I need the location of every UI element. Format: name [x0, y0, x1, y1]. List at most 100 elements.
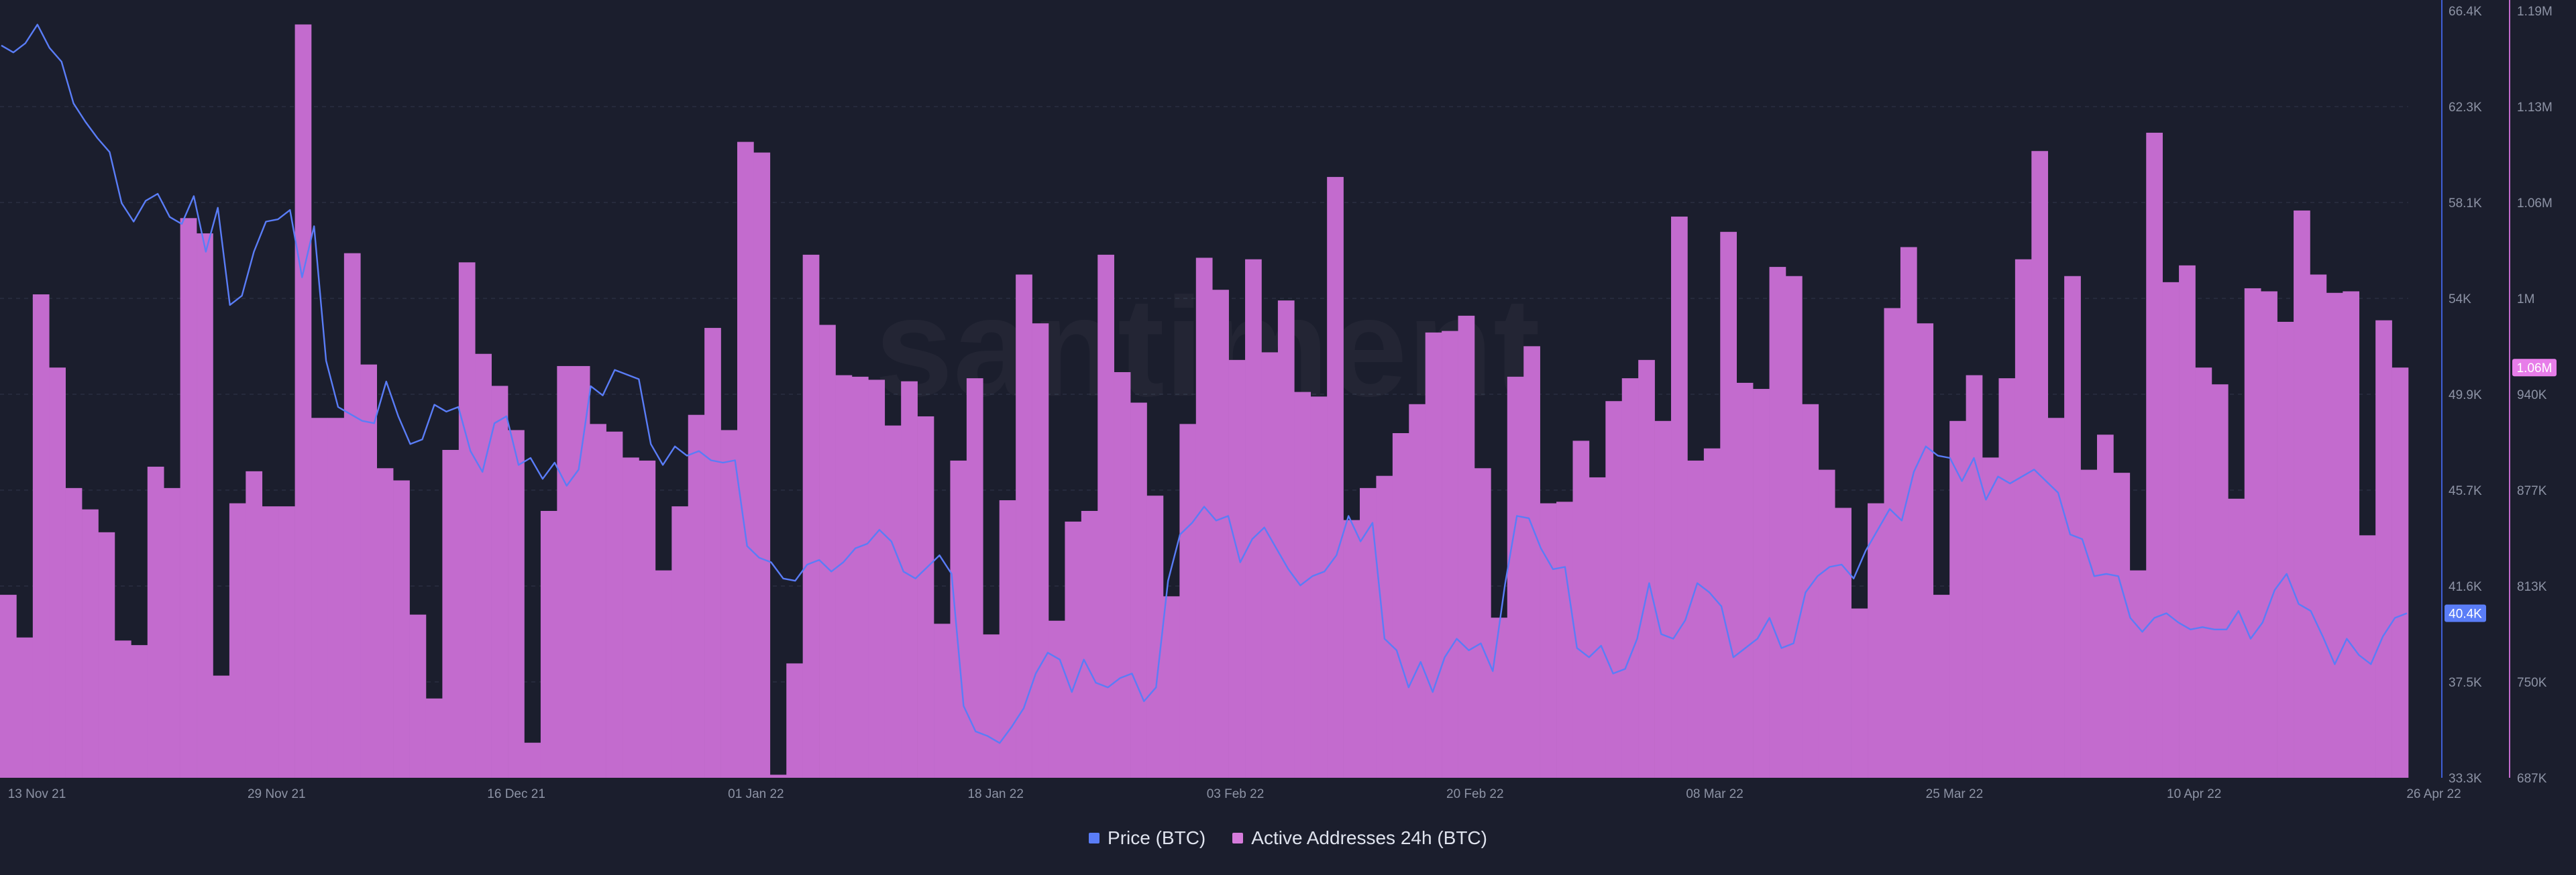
- price-tick-label: 33.3K: [2449, 772, 2482, 786]
- active-addresses-bar: [1065, 521, 1082, 778]
- active-addresses-bar: [1818, 469, 1835, 778]
- active-addresses-bar: [950, 460, 967, 778]
- active-addresses-bar: [819, 325, 836, 778]
- active-addresses-bar: [1130, 402, 1147, 778]
- addresses-axis-ticks: 1.19M 1.13M 1.06M 1M 940K 877K 813K 750K 687K: [2517, 5, 2553, 786]
- active-addresses-bar: [0, 595, 17, 778]
- x-tick-label: 10 Apr 22: [2167, 787, 2221, 801]
- active-addresses-bar: [2179, 265, 2196, 778]
- active-addresses-bar: [98, 532, 115, 778]
- active-addresses-bar: [1785, 276, 1803, 778]
- active-addresses-bar: [393, 480, 410, 778]
- addresses-swatch-icon: [1232, 833, 1244, 843]
- active-addresses-bar: [1556, 502, 1573, 778]
- active-addresses-bar: [704, 328, 721, 778]
- active-addresses-bar: [131, 645, 148, 778]
- active-addresses-bar: [851, 376, 869, 778]
- active-addresses-bar: [2064, 276, 2081, 778]
- price-tick-label: 45.7K: [2449, 484, 2482, 498]
- price-tick-label: 37.5K: [2449, 676, 2482, 690]
- active-addresses-bar: [376, 468, 394, 778]
- active-addresses-bar: [1310, 396, 1328, 778]
- x-tick-label: 26 Apr 22: [2406, 787, 2461, 801]
- active-addresses-bar: [246, 471, 263, 778]
- active-addresses-bar: [475, 353, 492, 778]
- price-tick-label: 41.6K: [2449, 580, 2482, 594]
- active-addresses-bar: [672, 506, 689, 778]
- active-addresses-bar: [1703, 448, 1721, 778]
- price-line: [1, 23, 2408, 744]
- active-addresses-bar: [1146, 495, 1164, 778]
- price-tick-label: 58.1K: [2449, 196, 2482, 211]
- active-addresses-bar: [508, 430, 525, 778]
- active-addresses-bar: [1654, 420, 1672, 778]
- active-addresses-bar: [1376, 475, 1393, 778]
- addresses-current-badge: 1.06M: [2512, 359, 2557, 377]
- active-addresses-bar: [1195, 257, 1213, 778]
- active-addresses-bar: [1949, 420, 1966, 778]
- active-addresses-bar: [1687, 460, 1705, 778]
- active-addresses-bar: [442, 450, 460, 778]
- active-addresses-bar: [491, 386, 508, 778]
- x-tick-label: 03 Feb 22: [1207, 787, 1265, 801]
- legend-item-addresses[interactable]: Active Addresses 24h (BTC): [1232, 827, 1487, 849]
- active-addresses-bar: [1261, 352, 1279, 778]
- active-addresses-bar: [2228, 498, 2245, 778]
- active-addresses-bar: [884, 425, 902, 778]
- x-tick-label: 01 Jan 22: [728, 787, 784, 801]
- legend-item-price[interactable]: Price (BTC): [1089, 827, 1205, 849]
- active-addresses-bar: [1998, 378, 2016, 778]
- active-addresses-bar: [1491, 618, 1508, 778]
- active-addresses-bar: [1736, 382, 1754, 778]
- price-tick-label: 66.4K: [2449, 5, 2482, 19]
- addresses-tick-label: 1M: [2517, 292, 2534, 306]
- price-current-badge: 40.4K: [2445, 604, 2486, 622]
- active-addresses-bar: [49, 367, 66, 778]
- active-addresses-bar: [1933, 595, 1950, 778]
- active-addresses-bar: [1851, 608, 1868, 778]
- active-addresses-bar: [966, 378, 983, 778]
- active-addresses-bar: [2261, 291, 2277, 778]
- active-addresses-bar: [639, 460, 656, 778]
- active-addresses-bar: [753, 152, 771, 778]
- active-addresses-bar: [164, 487, 180, 778]
- active-addresses-bar: [32, 294, 50, 778]
- active-addresses-bar: [524, 742, 541, 778]
- active-addresses-bar: [294, 24, 312, 778]
- active-addresses-bar: [1327, 176, 1344, 778]
- active-addresses-bar: [1621, 378, 1639, 778]
- active-addresses-bar: [343, 253, 361, 778]
- addresses-tick-label: 1.06M: [2517, 196, 2553, 211]
- active-addresses-bar: [2310, 274, 2327, 778]
- active-addresses-bar: [1868, 503, 1884, 778]
- active-addresses-bar: [1589, 477, 1606, 778]
- active-addresses-bar: [409, 614, 427, 778]
- active-addresses-bar: [213, 675, 230, 778]
- active-addresses-bar: [2015, 259, 2032, 778]
- active-addresses-bar: [1523, 346, 1540, 778]
- active-addresses-bar: [802, 254, 820, 778]
- x-tick-label: 16 Dec 21: [487, 787, 545, 801]
- active-addresses-bar: [82, 509, 99, 778]
- x-tick-label: 13 Nov 21: [8, 787, 66, 801]
- active-addresses-bar: [147, 467, 164, 778]
- addresses-tick-label: 1.19M: [2517, 5, 2553, 19]
- active-addresses-bar: [1392, 432, 1409, 778]
- active-addresses-bar: [769, 774, 787, 778]
- active-addresses-bar: [737, 141, 754, 778]
- active-addresses-bar: [1884, 308, 1901, 778]
- active-addresses-bar: [16, 637, 34, 778]
- addresses-tick-label: 1.13M: [2517, 101, 2553, 115]
- active-addresses-bar: [262, 506, 279, 778]
- active-addresses-bar: [2031, 151, 2049, 778]
- legend-addresses-label: Active Addresses 24h (BTC): [1251, 827, 1487, 848]
- price-tick-label: 54K: [2449, 292, 2471, 306]
- active-addresses-bar: [425, 698, 443, 778]
- legend-price-label: Price (BTC): [1108, 827, 1206, 848]
- active-addresses-bar: [1671, 217, 1688, 778]
- active-addresses-bar: [1605, 401, 1623, 778]
- active-addresses-bar: [65, 487, 83, 778]
- active-addresses-bar: [2244, 288, 2261, 778]
- price-current-value: 40.4K: [2449, 607, 2482, 622]
